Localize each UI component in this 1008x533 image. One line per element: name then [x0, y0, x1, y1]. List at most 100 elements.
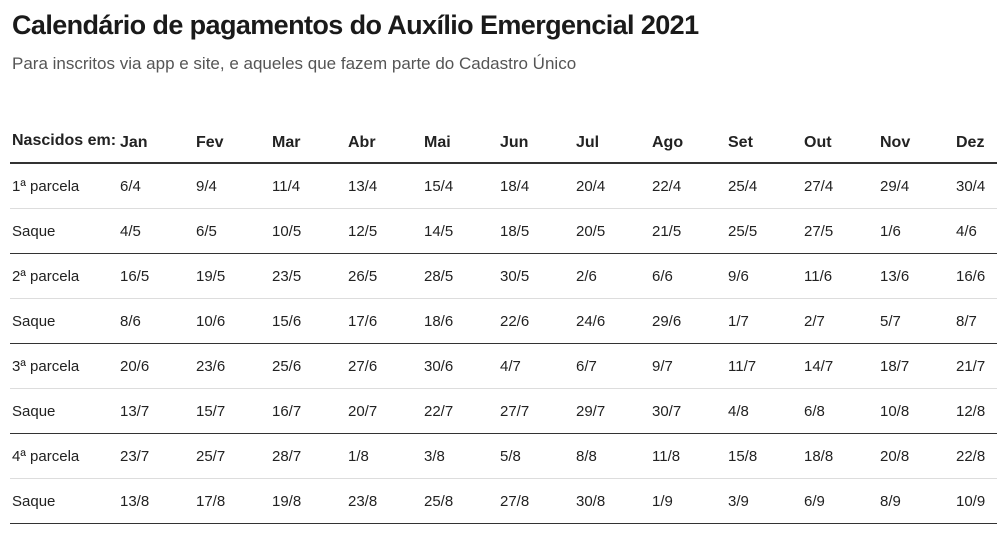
table-row: 2ª parcela 16/5 19/5 23/5 26/5 28/5 30/5 2/6 6/6… [10, 253, 997, 299]
date-cell: 20/8 [878, 433, 954, 479]
date-cell: 1/9 [650, 478, 726, 524]
date-cell: 15/8 [726, 433, 802, 479]
date-cell: 13/8 [118, 478, 194, 524]
table-row: 1ª parcela 6/4 9/4 11/4 13/4 15/4 18/4 20/4 22/4… [10, 163, 997, 209]
date-cell: 16/6 [954, 253, 997, 299]
date-cell: 18/8 [802, 433, 878, 479]
column-header: Ago [650, 105, 726, 164]
date-cell: 22/7 [422, 388, 498, 434]
date-cell: 23/5 [270, 253, 346, 299]
date-cell: 22/6 [498, 298, 574, 344]
date-cell: 29/4 [878, 163, 954, 209]
column-header: Nov [878, 105, 954, 164]
column-header: Set [726, 105, 802, 164]
title: Calendário de pagamentos do Auxílio Emer… [12, 10, 699, 40]
date-cell: 6/7 [574, 343, 650, 389]
date-cell: 15/4 [422, 163, 498, 209]
date-cell: 20/6 [118, 343, 194, 389]
date-cell: 20/5 [574, 208, 650, 254]
calendar-table: Nascidos em: Jan Fev Mar Abr Mai Jun Jul Ago Set O… [10, 105, 997, 524]
date-cell: 2/7 [802, 298, 878, 344]
row-label: Saque [10, 298, 118, 344]
date-cell: 27/6 [346, 343, 422, 389]
date-cell: 9/4 [194, 163, 270, 209]
date-cell: 6/9 [802, 478, 878, 524]
column-header: Out [802, 105, 878, 164]
date-cell: 28/7 [270, 433, 346, 479]
date-cell: 18/7 [878, 343, 954, 389]
date-cell: 19/8 [270, 478, 346, 524]
date-cell: 8/9 [878, 478, 954, 524]
date-cell: 9/6 [726, 253, 802, 299]
date-cell: 22/4 [650, 163, 726, 209]
date-cell: 25/4 [726, 163, 802, 209]
date-cell: 4/8 [726, 388, 802, 434]
column-header: Dez [954, 105, 997, 164]
date-cell: 18/4 [498, 163, 574, 209]
header-row: Nascidos em: Jan Fev Mar Abr Mai Jun Jul Ago Set O… [10, 105, 997, 164]
date-cell: 23/7 [118, 433, 194, 479]
table-row: Saque 4/5 6/5 10/5 12/5 14/5 18/5 20/5 21/5 25/5 2… [10, 208, 997, 254]
date-cell: 26/5 [346, 253, 422, 299]
table-row: 4ª parcela 23/7 25/7 28/7 1/8 3/8 5/8 8/8 11/8 15… [10, 433, 997, 479]
date-cell: 6/5 [194, 208, 270, 254]
date-cell: 27/8 [498, 478, 574, 524]
date-cell: 6/6 [650, 253, 726, 299]
table-row: Saque 8/6 10/6 15/6 17/6 18/6 22/6 24/6 29/6 1/7 2… [10, 298, 997, 344]
date-cell: 12/8 [954, 388, 997, 434]
date-cell: 13/6 [878, 253, 954, 299]
date-cell: 1/6 [878, 208, 954, 254]
date-cell: 29/7 [574, 388, 650, 434]
date-cell: 30/8 [574, 478, 650, 524]
column-header: Jan [118, 105, 194, 164]
date-cell: 23/6 [194, 343, 270, 389]
row-label: Saque [10, 208, 118, 254]
date-cell: 4/5 [118, 208, 194, 254]
date-cell: 11/6 [802, 253, 878, 299]
date-cell: 29/6 [650, 298, 726, 344]
date-cell: 2/6 [574, 253, 650, 299]
date-cell: 13/7 [118, 388, 194, 434]
date-cell: 12/5 [346, 208, 422, 254]
date-cell: 10/8 [878, 388, 954, 434]
date-cell: 28/5 [422, 253, 498, 299]
date-cell: 25/5 [726, 208, 802, 254]
date-cell: 16/5 [118, 253, 194, 299]
column-header: Jun [498, 105, 574, 164]
row-label: 1ª parcela [10, 163, 118, 209]
date-cell: 30/4 [954, 163, 997, 209]
date-cell: 13/4 [346, 163, 422, 209]
date-cell: 17/6 [346, 298, 422, 344]
date-cell: 30/7 [650, 388, 726, 434]
date-cell: 14/7 [802, 343, 878, 389]
row-label: Saque [10, 388, 118, 434]
date-cell: 16/7 [270, 388, 346, 434]
date-cell: 19/5 [194, 253, 270, 299]
date-cell: 10/9 [954, 478, 997, 524]
date-cell: 4/6 [954, 208, 997, 254]
date-cell: 11/7 [726, 343, 802, 389]
table-row: Saque 13/8 17/8 19/8 23/8 25/8 27/8 30/8 1/9 3/9 6… [10, 478, 997, 524]
column-header: Mar [270, 105, 346, 164]
table-body: 1ª parcela 6/4 9/4 11/4 13/4 15/4 18/4 20/4 22/4… [10, 163, 997, 524]
date-cell: 21/5 [650, 208, 726, 254]
date-cell: 25/8 [422, 478, 498, 524]
column-header: Mai [422, 105, 498, 164]
date-cell: 27/7 [498, 388, 574, 434]
date-cell: 4/7 [498, 343, 574, 389]
date-cell: 8/7 [954, 298, 997, 344]
date-cell: 21/7 [954, 343, 997, 389]
date-cell: 27/4 [802, 163, 878, 209]
date-cell: 30/6 [422, 343, 498, 389]
date-cell: 3/8 [422, 433, 498, 479]
date-cell: 15/7 [194, 388, 270, 434]
date-cell: 8/8 [574, 433, 650, 479]
date-cell: 15/6 [270, 298, 346, 344]
date-cell: 30/5 [498, 253, 574, 299]
date-cell: 20/7 [346, 388, 422, 434]
table-row: 3ª parcela 20/6 23/6 25/6 27/6 30/6 4/7 6/7 9/7 1… [10, 343, 997, 389]
date-cell: 5/8 [498, 433, 574, 479]
row-label: Saque [10, 478, 118, 524]
row-label: 2ª parcela [10, 253, 118, 299]
